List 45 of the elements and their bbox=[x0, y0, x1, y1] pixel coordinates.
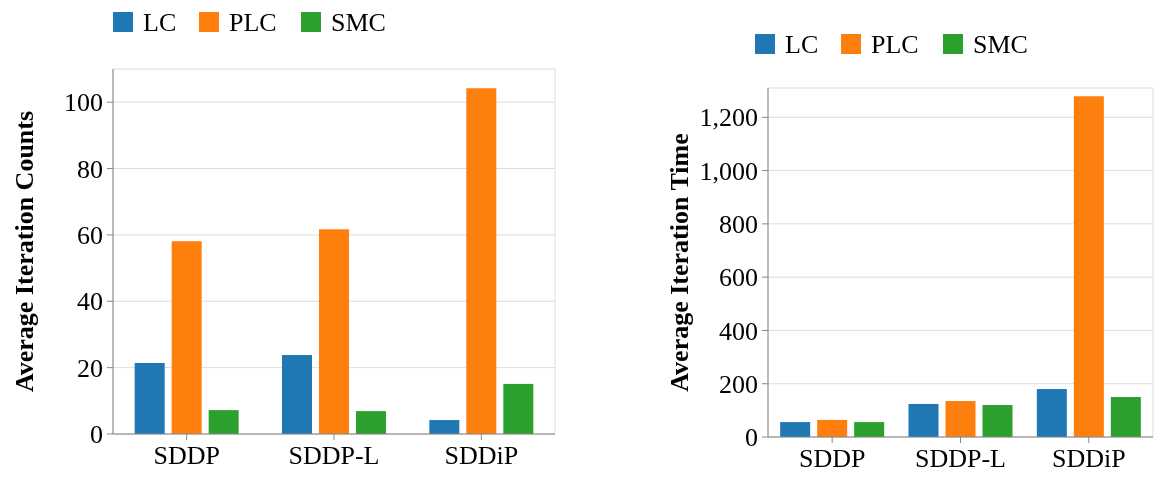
y-tick-label: 20 bbox=[77, 353, 103, 383]
bar bbox=[908, 403, 939, 437]
bar bbox=[429, 420, 460, 434]
x-tick-label: SDDP-L bbox=[288, 441, 380, 470]
y-tick-label: 600 bbox=[719, 263, 758, 293]
bar bbox=[503, 383, 534, 434]
x-tick-label: SDDP bbox=[798, 444, 866, 473]
bar bbox=[282, 355, 312, 434]
y-tick-label: 0 bbox=[90, 420, 103, 450]
bar bbox=[780, 422, 811, 437]
y-tick-label: 40 bbox=[77, 287, 103, 317]
bar bbox=[1036, 389, 1067, 437]
legend-label: SMC bbox=[973, 30, 1028, 60]
y-tick-label: 100 bbox=[64, 88, 103, 118]
x-tick-label: SDDiP bbox=[444, 441, 519, 470]
bar bbox=[466, 88, 497, 434]
legend-label: PLC bbox=[229, 8, 277, 38]
bar bbox=[319, 229, 349, 434]
y-tick-label: 400 bbox=[719, 316, 758, 346]
bar bbox=[854, 422, 885, 437]
x-tick-label: SDDP-L bbox=[914, 444, 1007, 473]
x-tick-label: SDDP bbox=[153, 441, 220, 470]
legend-label: PLC bbox=[871, 30, 919, 60]
y-tick-label: 60 bbox=[77, 221, 103, 251]
y-tick-label: 200 bbox=[719, 369, 758, 399]
y-tick-label: 1,200 bbox=[699, 103, 758, 133]
bar bbox=[982, 405, 1013, 437]
bar bbox=[1073, 96, 1104, 437]
bar bbox=[134, 362, 165, 434]
y-axis-title: Average Iteration Counts bbox=[10, 110, 39, 393]
bar bbox=[945, 401, 976, 437]
bar bbox=[356, 411, 386, 434]
y-tick-label: 1,000 bbox=[699, 156, 758, 186]
y-axis-title: Average Iteration Time bbox=[665, 133, 694, 392]
legend-label: LC bbox=[143, 8, 177, 38]
bar bbox=[171, 241, 202, 434]
legend-label: LC bbox=[785, 30, 819, 60]
y-tick-label: 80 bbox=[77, 154, 103, 184]
bar bbox=[817, 419, 848, 437]
bar bbox=[208, 410, 239, 434]
y-tick-label: 800 bbox=[719, 209, 758, 239]
legend-label: SMC bbox=[331, 8, 386, 38]
x-tick-label: SDDiP bbox=[1051, 444, 1126, 473]
bar bbox=[1110, 397, 1141, 437]
y-tick-label: 0 bbox=[745, 423, 758, 453]
